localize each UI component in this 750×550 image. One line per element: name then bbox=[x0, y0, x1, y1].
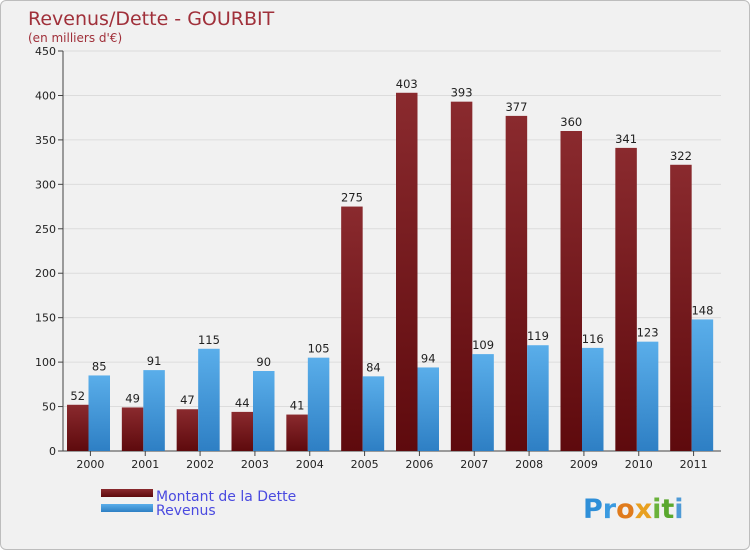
bar-revenus bbox=[307, 357, 330, 451]
y-tick-label: 250 bbox=[35, 223, 56, 236]
bar-value-label: 341 bbox=[615, 132, 637, 146]
x-tick-label: 2010 bbox=[625, 458, 653, 471]
bar-revenus bbox=[636, 341, 659, 451]
bar-value-label: 91 bbox=[147, 354, 162, 368]
bar-dette bbox=[67, 404, 89, 451]
bar-dette bbox=[560, 131, 582, 451]
bar-value-label: 49 bbox=[125, 391, 140, 405]
bar-value-label: 275 bbox=[341, 191, 363, 205]
bar-revenus bbox=[417, 367, 439, 451]
bar-value-label: 109 bbox=[472, 338, 494, 352]
bar-revenus bbox=[88, 375, 110, 451]
bar-value-label: 123 bbox=[637, 326, 659, 340]
bar-dette bbox=[286, 414, 308, 451]
bar-value-label: 116 bbox=[582, 332, 604, 346]
bar-value-labels: 52 85 49 91 47 115 44 90 41 105 275 84 403 94 393 109 37… bbox=[70, 77, 713, 413]
legend-swatch-debt bbox=[101, 489, 153, 497]
bar-value-label: 52 bbox=[70, 389, 85, 403]
x-tick-label: 2009 bbox=[570, 458, 598, 471]
x-axis-ticks: 2000 2001 2002 2003 2004 2005 2006 2007 2008 2009… bbox=[76, 451, 708, 471]
bar-revenus bbox=[582, 347, 604, 451]
bar-value-label: 322 bbox=[670, 149, 692, 163]
x-tick-label: 2002 bbox=[186, 458, 214, 471]
bar-dette bbox=[231, 411, 253, 451]
y-tick-label: 150 bbox=[35, 312, 56, 325]
x-tick-label: 2007 bbox=[460, 458, 488, 471]
legend-label-revenus: Revenus bbox=[156, 503, 216, 519]
bar-value-label: 90 bbox=[256, 355, 271, 369]
x-tick-label: 2006 bbox=[405, 458, 433, 471]
bar-value-label: 84 bbox=[366, 360, 381, 374]
bar-value-label: 403 bbox=[396, 77, 418, 91]
bar-value-label: 377 bbox=[505, 100, 527, 114]
bar-value-label: 115 bbox=[198, 333, 220, 347]
y-tick-label: 400 bbox=[35, 89, 56, 102]
x-tick-label: 2001 bbox=[131, 458, 159, 471]
bar-dette bbox=[670, 164, 692, 451]
bar-dette bbox=[341, 206, 363, 451]
y-tick-label: 50 bbox=[42, 401, 56, 414]
bar-dette bbox=[176, 409, 199, 451]
y-tick-label: 450 bbox=[35, 45, 56, 58]
y-tick-label: 300 bbox=[35, 178, 56, 191]
bar-value-label: 47 bbox=[180, 393, 195, 407]
bar-revenus bbox=[362, 376, 385, 451]
bar-value-label: 360 bbox=[560, 115, 582, 129]
grid-lines bbox=[63, 50, 721, 408]
legend-swatch-revenus bbox=[101, 504, 153, 512]
x-tick-label: 2000 bbox=[76, 458, 104, 471]
x-tick-label: 2005 bbox=[351, 458, 379, 471]
bar-value-label: 105 bbox=[308, 342, 330, 356]
x-tick-label: 2004 bbox=[296, 458, 324, 471]
y-axis-ticks: 0 50 100 150 200 250 300 350 400 450 bbox=[35, 45, 63, 458]
bar-dette bbox=[615, 147, 637, 451]
bar-value-label: 44 bbox=[235, 396, 250, 410]
x-tick-label: 2011 bbox=[680, 458, 708, 471]
bar-revenus bbox=[472, 354, 494, 451]
bar-value-label: 393 bbox=[451, 86, 473, 100]
bar-value-label: 94 bbox=[421, 351, 436, 365]
proxiti-logo: Proxiti bbox=[583, 494, 684, 525]
x-tick-label: 2008 bbox=[515, 458, 543, 471]
chart-title: Revenus/Dette - GOURBIT bbox=[28, 8, 275, 30]
legend-label-debt: Montant de la Dette bbox=[156, 489, 296, 505]
bar-value-label: 148 bbox=[691, 303, 713, 317]
chart-subtitle: (en milliers d'€) bbox=[28, 31, 122, 45]
bar-dette bbox=[121, 407, 144, 451]
bar-dette bbox=[396, 92, 418, 452]
bar-dette bbox=[450, 101, 473, 452]
bar-revenus bbox=[691, 319, 714, 451]
x-tick-label: 2003 bbox=[241, 458, 269, 471]
proxiti-logo-text: Proxiti bbox=[583, 494, 684, 525]
bar-value-label: 85 bbox=[92, 359, 107, 373]
bar-revenus bbox=[143, 370, 165, 451]
y-tick-label: 350 bbox=[35, 134, 56, 147]
bar-revenus bbox=[253, 371, 275, 451]
bars bbox=[67, 92, 714, 452]
y-tick-label: 0 bbox=[49, 445, 56, 458]
bar-value-label: 119 bbox=[527, 329, 549, 343]
legend: Montant de la Dette Revenus bbox=[101, 489, 296, 519]
bar-revenus bbox=[527, 345, 549, 451]
bar-dette bbox=[505, 115, 528, 451]
bar-revenus bbox=[198, 348, 220, 451]
bar-value-label: 41 bbox=[290, 399, 305, 413]
y-tick-label: 200 bbox=[35, 267, 56, 280]
y-tick-label: 100 bbox=[35, 356, 56, 369]
